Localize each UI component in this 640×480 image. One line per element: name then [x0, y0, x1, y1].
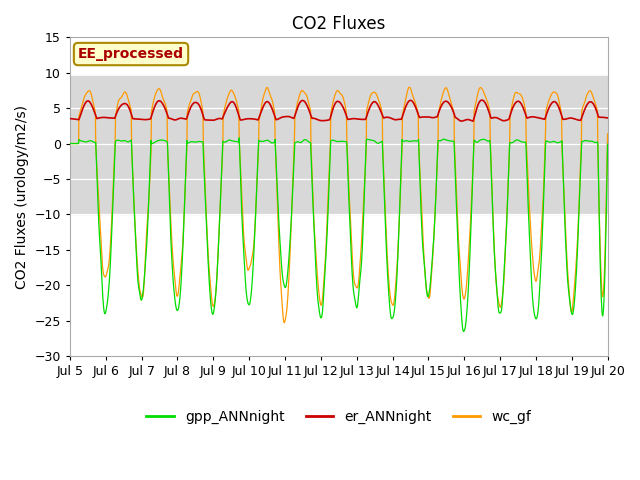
Y-axis label: CO2 Fluxes (urology/m2/s): CO2 Fluxes (urology/m2/s) — [15, 105, 29, 288]
Text: EE_processed: EE_processed — [78, 47, 184, 61]
Title: CO2 Fluxes: CO2 Fluxes — [292, 15, 385, 33]
Bar — [70, 76, 607, 215]
Legend: gpp_ANNnight, er_ANNnight, wc_gf: gpp_ANNnight, er_ANNnight, wc_gf — [141, 404, 537, 430]
